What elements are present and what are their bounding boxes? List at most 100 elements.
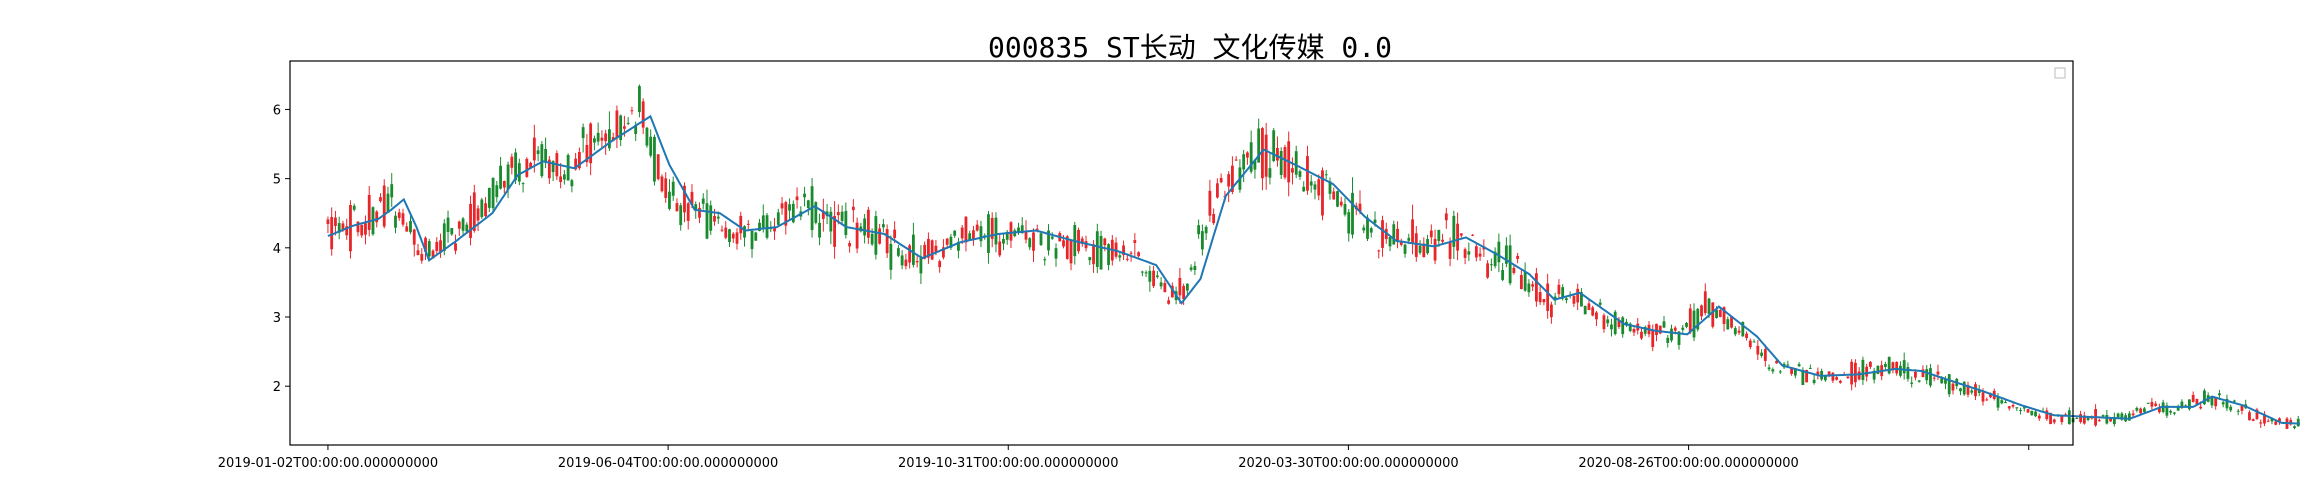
candle-up [2289, 420, 2293, 425]
candle-down [1407, 237, 1411, 241]
candle-up [1512, 267, 1516, 273]
candle-up [2109, 418, 2113, 422]
candle-up [529, 162, 533, 168]
moving-average-layer [327, 114, 2300, 425]
candle-down [2101, 415, 2105, 417]
candle-down [491, 177, 495, 209]
candle-down [1677, 331, 1681, 345]
candle-down [653, 136, 656, 182]
candle-down [1347, 212, 1351, 234]
candle-up [833, 215, 836, 247]
candle-up [330, 217, 334, 250]
candle-down [1155, 275, 1159, 278]
candle-up [1895, 361, 1899, 374]
candle-down [1343, 204, 1347, 215]
candle-down [2112, 416, 2116, 425]
candle-down [1692, 310, 1696, 338]
candle-up [1737, 330, 1741, 333]
candle-up [945, 238, 949, 245]
candle-down [427, 241, 431, 257]
candle-up [525, 158, 529, 177]
candle-up [1261, 128, 1264, 179]
candle-down [1508, 245, 1512, 284]
candle-down [765, 215, 769, 238]
candle-up [1306, 156, 1309, 191]
candle-down [2015, 407, 2019, 409]
candle-down [1351, 192, 1354, 235]
candle-down [1902, 360, 1906, 374]
candle-down [814, 202, 818, 223]
candle-down [957, 241, 960, 251]
candle-down [2105, 414, 2109, 424]
candle-down [2210, 397, 2214, 406]
candle-up [1658, 325, 1662, 334]
candle-up [1283, 147, 1287, 178]
candle-up [915, 261, 919, 263]
candle-up [1459, 233, 1463, 236]
candle-up [1429, 230, 1433, 238]
candle-up [1974, 384, 1977, 397]
candle-down [1189, 267, 1193, 270]
candle-up [1433, 238, 1437, 261]
candle-up [2045, 410, 2049, 420]
candle-down [1144, 272, 1148, 274]
candle-down [1670, 328, 1673, 341]
candle-up [375, 211, 379, 223]
candle-down [1002, 238, 1005, 244]
candle-down [1249, 142, 1253, 172]
candle-down [1437, 229, 1441, 242]
candle-down [1940, 378, 1944, 384]
candle-down [337, 223, 341, 233]
candle-up [746, 223, 750, 225]
candle-up [630, 110, 634, 112]
candle-up [686, 203, 690, 221]
candle-up [1981, 392, 1985, 402]
candle-up [2037, 415, 2041, 419]
candle-up [416, 250, 420, 256]
y-tick-label: 3 [273, 311, 281, 326]
candle-up [532, 137, 536, 161]
candle-up [1914, 371, 1917, 378]
candle-down [911, 234, 915, 265]
candle-down [776, 212, 780, 225]
candle-down [645, 127, 649, 146]
candle-up [2278, 418, 2281, 423]
candle-down [1628, 323, 1632, 332]
candle-up [1835, 377, 1839, 380]
candle-up [1516, 255, 1520, 259]
candle-down [2172, 412, 2176, 414]
candle-up [1381, 220, 1384, 248]
candle-up [1065, 236, 1069, 259]
candle-down [668, 191, 671, 209]
x-tick-label: 2019-01-02T00:00:00.000000000 [218, 456, 438, 471]
candle-down [1324, 174, 1328, 176]
candle-up [1474, 246, 1478, 258]
candle-down [1527, 283, 1531, 293]
candle-up [1035, 228, 1039, 230]
candle-down [2296, 418, 2300, 427]
candle-up [345, 226, 349, 236]
candle-up [683, 185, 686, 213]
candle-down [442, 223, 446, 252]
candle-down [581, 127, 585, 138]
candle-down [1925, 369, 1929, 381]
candle-up [2011, 404, 2015, 407]
candle-down [1313, 184, 1317, 190]
candle-up [2191, 394, 2195, 402]
candle-down [592, 138, 596, 143]
candle-down [536, 150, 540, 154]
candle-down [540, 144, 544, 177]
candle-down [701, 198, 705, 204]
candle-down [2225, 398, 2229, 409]
candle-up [1163, 282, 1167, 293]
candle-up [904, 259, 908, 267]
candle-up [2079, 414, 2082, 423]
candle-down [1118, 255, 1122, 258]
candle-up [1546, 283, 1550, 311]
candle-up [893, 229, 897, 238]
candle-down [870, 233, 874, 245]
candle-up [1745, 333, 1748, 339]
candle-down [1268, 168, 1272, 178]
candle-up [1396, 228, 1399, 242]
candle-down [1366, 217, 1369, 239]
